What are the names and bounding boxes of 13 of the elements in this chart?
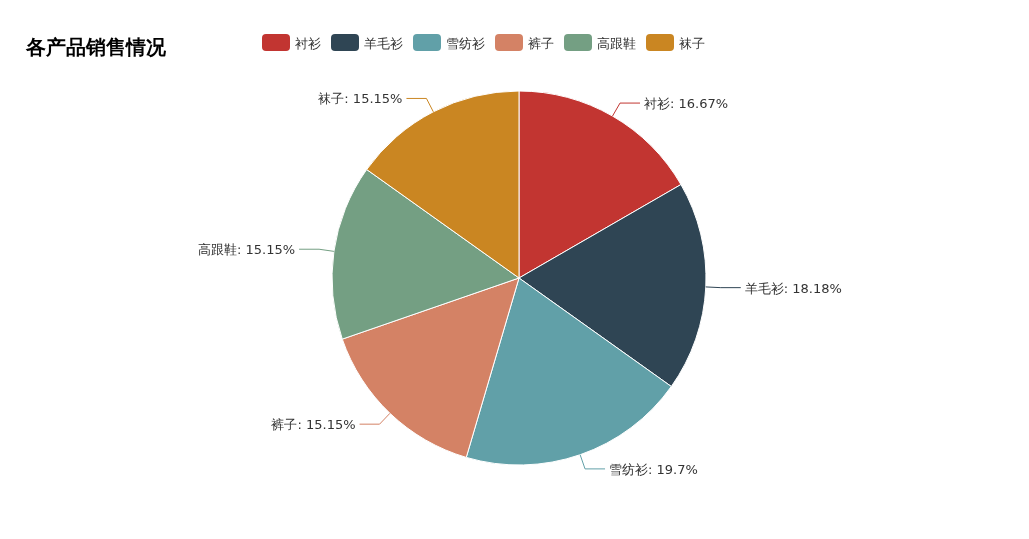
data-label: 袜子: 15.15%	[318, 91, 403, 107]
data-label: 裤子: 15.15%	[271, 417, 356, 433]
data-label: 衬衫: 16.67%	[644, 96, 729, 112]
legend-label: 高跟鞋	[597, 36, 636, 51]
legend-label: 裤子	[528, 36, 554, 51]
chart-title: 各产品销售情况	[25, 35, 167, 59]
data-label: 高跟鞋: 15.15%	[197, 242, 296, 258]
legend-label: 袜子	[679, 36, 705, 51]
legend-label: 羊毛衫	[364, 36, 403, 51]
data-label: 羊毛衫: 18.18%	[744, 280, 842, 296]
legend-label: 衬衫	[295, 36, 321, 51]
legend-label: 雪纺衫	[446, 36, 485, 51]
data-label: 雪纺衫: 19.7%	[609, 461, 698, 477]
